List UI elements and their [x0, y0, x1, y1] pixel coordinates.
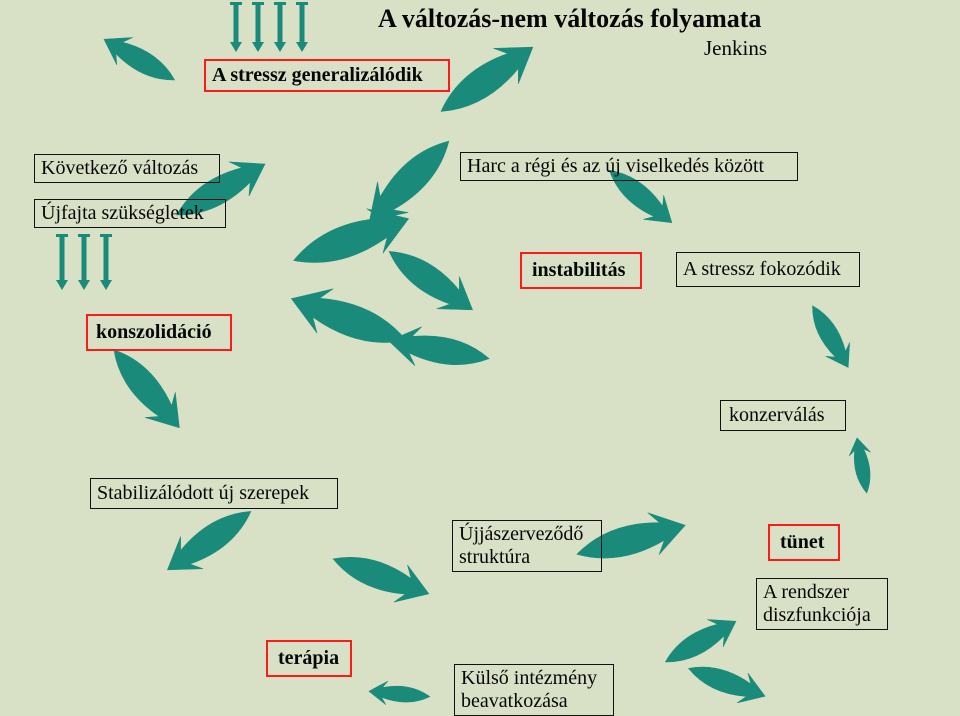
node-stabilizalodott-szerepek: Stabilizálódott új szerepek: [90, 478, 338, 509]
node-konzervalas: konzerválás: [720, 400, 846, 431]
node-harc-viselkedes: Harc a régi és az új viselkedés között: [460, 152, 798, 181]
node-konszolidacio: konszolidáció: [86, 314, 232, 351]
node-terapia: terápia: [266, 640, 352, 677]
diagram-title: A változás-nem változás folyamata: [378, 4, 761, 34]
node-tunet: tünet: [768, 524, 840, 561]
node-kovetkezo-valtozas: Következő változás: [34, 154, 220, 183]
node-kulso-intezmeny: Külső intézmény beavatkozása: [454, 664, 614, 716]
node-instabilitas: instabilitás: [520, 252, 642, 289]
node-stressz-fokozodik: A stressz fokozódik: [676, 252, 860, 287]
node-stressz-generalizalodik: A stressz generalizálódik: [204, 59, 450, 92]
diagram-subtitle: Jenkins: [704, 36, 767, 60]
node-ujjaszervezodo-struktura: Újjászerveződő struktúra: [452, 520, 602, 572]
node-ujfajta-szuksegletek: Újfajta szükségletek: [34, 199, 226, 228]
node-rendszer-diszfunkcioja: A rendszer diszfunkciója: [756, 578, 888, 630]
